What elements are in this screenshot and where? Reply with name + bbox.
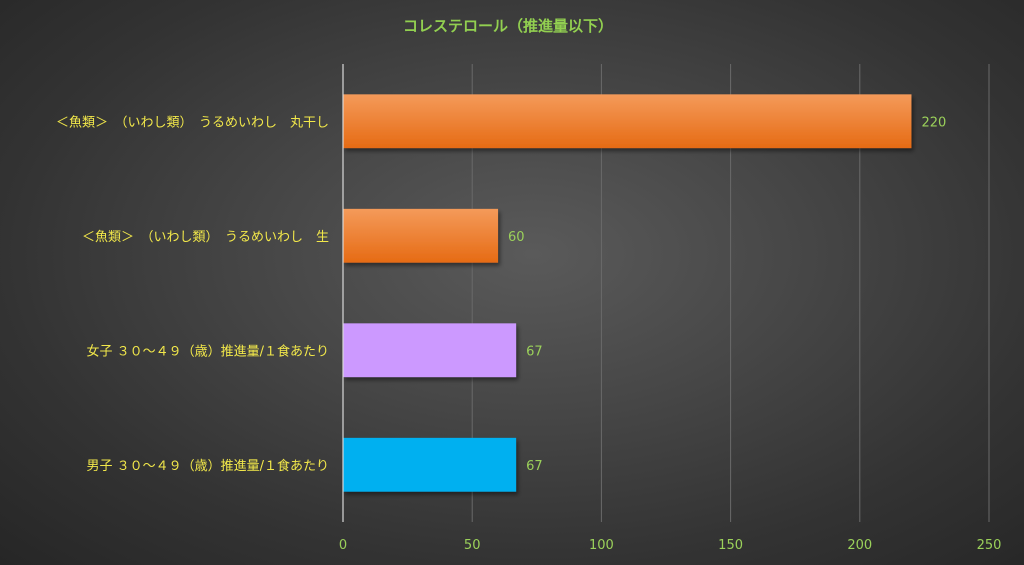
x-tick-label: 150 — [718, 538, 743, 553]
bars — [343, 94, 912, 492]
category-labels: ＜魚類＞ （いわし類） うるめいわし 丸干し ＜魚類＞ （いわし類） うるめいわし… — [56, 115, 329, 474]
bar — [343, 208, 499, 263]
category-label: ＜魚類＞ （いわし類） うるめいわし 丸干し — [56, 115, 329, 130]
x-tick-labels: 0 50 100 150 200 250 — [339, 538, 1002, 553]
bar — [343, 437, 517, 492]
bar — [343, 323, 517, 378]
x-tick-label: 100 — [589, 538, 614, 553]
value-label: 67 — [526, 459, 543, 474]
value-label: 60 — [508, 230, 525, 245]
x-tick-label: 250 — [977, 538, 1002, 553]
category-label: 女子 ３０～４９（歳）推進量/１食あたり — [86, 343, 329, 359]
category-label: ＜魚類＞ （いわし類） うるめいわし 生 — [82, 230, 329, 245]
category-label: 男子 ３０～４９（歳）推進量/１食あたり — [86, 458, 329, 474]
x-tick-label: 0 — [339, 538, 347, 553]
x-tick-label: 200 — [847, 538, 872, 553]
value-label: 67 — [526, 344, 543, 359]
x-tick-label: 50 — [464, 538, 481, 553]
value-label: 220 — [921, 115, 946, 130]
bar — [343, 94, 912, 149]
chart-title: コレステロール（推進量以下） — [403, 17, 613, 35]
value-labels: 220 60 67 67 — [508, 115, 946, 474]
